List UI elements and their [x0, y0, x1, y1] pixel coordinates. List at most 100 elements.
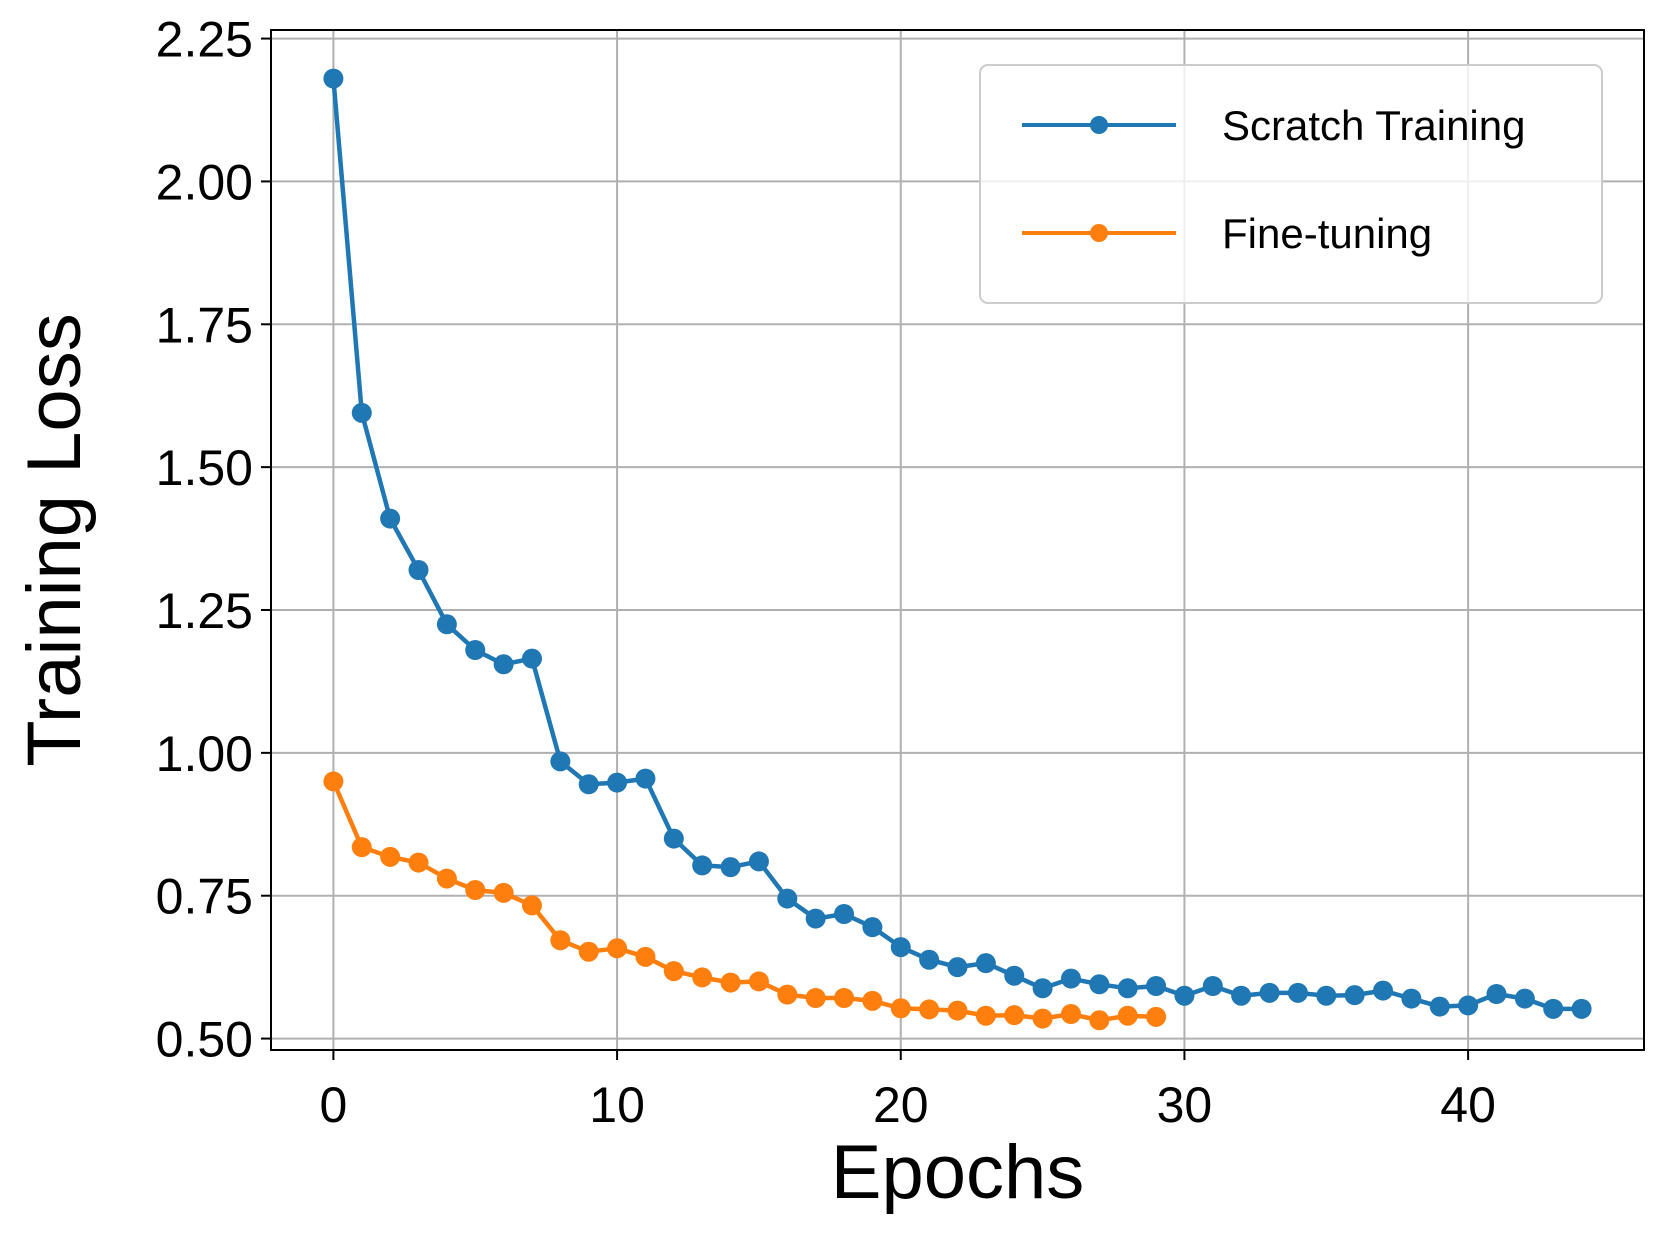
data-point-scratch [720, 857, 741, 878]
x-tick-label: 30 [1157, 1077, 1213, 1133]
data-point-finetuning [550, 930, 571, 951]
data-point-scratch [692, 855, 713, 876]
data-point-scratch [1373, 980, 1394, 1001]
y-tick-label: 1.75 [156, 297, 253, 353]
data-point-scratch [1231, 985, 1252, 1006]
data-point-finetuning [720, 972, 741, 993]
data-point-scratch [1543, 998, 1564, 1019]
data-point-finetuning [1004, 1005, 1025, 1026]
data-point-scratch [521, 648, 542, 669]
x-axis-label: Epochs [831, 1130, 1085, 1215]
data-point-finetuning [834, 988, 855, 1008]
data-point-scratch [351, 402, 372, 423]
y-tick-label: 1.25 [156, 583, 253, 639]
data-point-finetuning [380, 846, 401, 867]
data-point-scratch [1174, 985, 1195, 1006]
data-point-scratch [919, 949, 940, 970]
data-point-scratch [777, 888, 798, 909]
y-tick-label: 1.50 [156, 440, 253, 496]
data-point-finetuning [578, 941, 599, 962]
data-point-finetuning [663, 961, 684, 982]
data-point-scratch [1571, 998, 1592, 1019]
data-point-scratch [1514, 988, 1535, 1009]
data-point-scratch [834, 904, 855, 924]
data-point-scratch [1458, 995, 1479, 1016]
data-point-finetuning [1032, 1008, 1053, 1029]
y-tick-label: 2.00 [156, 154, 253, 210]
x-tick-label: 20 [873, 1077, 929, 1133]
data-point-scratch [805, 908, 826, 929]
data-point-scratch [890, 937, 911, 958]
data-point-scratch [748, 851, 769, 872]
data-point-scratch [975, 953, 996, 974]
data-point-finetuning [1060, 1004, 1081, 1024]
tick-layer: 0 10 20 30 40 0.50 0.75 1.00 1.25 1.50 1.75 2.00 2.2… [156, 12, 1496, 1133]
data-point-scratch [1146, 976, 1167, 996]
data-point-scratch [663, 828, 684, 849]
data-point-scratch [323, 68, 344, 89]
data-point-finetuning [351, 837, 372, 858]
data-point-scratch [436, 614, 457, 635]
data-point-scratch [550, 751, 571, 772]
data-point-scratch [578, 774, 599, 795]
data-point-finetuning [1146, 1006, 1167, 1027]
data-point-finetuning [919, 999, 940, 1020]
data-point-finetuning [777, 984, 798, 1005]
data-point-scratch [1486, 984, 1507, 1004]
x-tick-label: 0 [320, 1077, 348, 1133]
data-point-scratch [465, 640, 486, 660]
legend: Scratch Training Fine-tuning [979, 64, 1603, 304]
series-layer [323, 68, 1592, 1031]
data-point-scratch [1089, 974, 1110, 995]
legend-marker-finetuning [1090, 224, 1108, 242]
data-point-scratch [635, 768, 656, 789]
data-point-scratch [380, 508, 401, 529]
y-tick-label: 2.25 [156, 12, 253, 68]
legend-label-scratch: Scratch Training [1222, 102, 1525, 149]
grid-layer [271, 30, 1644, 1050]
data-point-scratch [1259, 982, 1280, 1003]
legend-label-finetuning: Fine-tuning [1222, 210, 1432, 257]
data-point-finetuning [465, 880, 486, 900]
x-tick-label: 40 [1440, 1077, 1496, 1133]
data-point-finetuning [947, 1000, 968, 1021]
data-point-scratch [1287, 982, 1308, 1003]
data-point-finetuning [408, 852, 429, 873]
data-point-finetuning [436, 868, 457, 889]
data-point-scratch [1060, 968, 1081, 989]
data-point-finetuning [607, 938, 628, 959]
data-point-scratch [607, 772, 628, 793]
data-point-scratch [493, 654, 514, 675]
data-point-scratch [1004, 965, 1025, 986]
data-point-finetuning [890, 998, 911, 1019]
data-point-finetuning [521, 895, 542, 916]
data-point-scratch [1032, 978, 1053, 999]
data-point-finetuning [1089, 1010, 1110, 1031]
data-point-scratch [1344, 985, 1365, 1006]
data-point-finetuning [635, 946, 656, 967]
data-point-finetuning [692, 967, 713, 988]
data-point-scratch [1202, 976, 1223, 996]
data-point-scratch [1316, 985, 1337, 1006]
y-tick-label: 0.75 [156, 869, 253, 925]
data-point-finetuning [1117, 1005, 1138, 1026]
data-point-scratch [1429, 996, 1450, 1017]
data-point-scratch [1117, 978, 1138, 999]
data-point-finetuning [323, 771, 344, 792]
data-point-finetuning [862, 990, 883, 1011]
data-point-scratch [1401, 988, 1422, 1009]
y-axis-label: Training Loss [12, 313, 97, 766]
data-point-scratch [862, 917, 883, 938]
legend-box [979, 64, 1603, 304]
data-point-scratch [408, 560, 429, 580]
data-point-finetuning [748, 971, 769, 992]
y-tick-label: 1.00 [156, 726, 253, 782]
legend-marker-scratch [1090, 116, 1108, 134]
y-tick-label: 0.50 [156, 1012, 253, 1068]
data-point-scratch [947, 957, 968, 978]
x-tick-label: 10 [589, 1077, 645, 1133]
plot-frame [270, 29, 1645, 1051]
data-point-finetuning [975, 1005, 996, 1026]
